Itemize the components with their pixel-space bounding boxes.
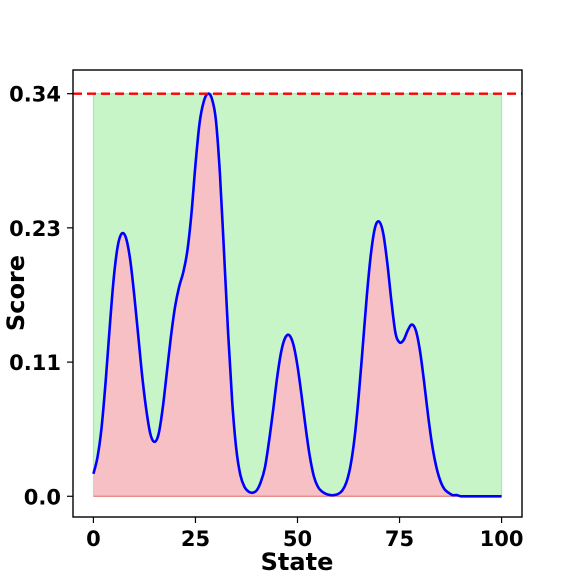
y-axis-label: Score bbox=[2, 255, 30, 331]
y-tick-label: 0.11 bbox=[9, 351, 61, 375]
x-axis: 0 25 50 75 100 bbox=[86, 517, 524, 551]
y-tick-label: 0.0 bbox=[24, 485, 61, 509]
x-axis-label: State bbox=[261, 548, 334, 576]
x-tick-label: 100 bbox=[480, 527, 524, 551]
x-tick-label: 25 bbox=[181, 527, 210, 551]
y-tick-label: 0.23 bbox=[9, 217, 61, 241]
x-tick-label: 0 bbox=[86, 527, 101, 551]
y-tick-label: 0.34 bbox=[9, 83, 61, 107]
x-tick-label: 50 bbox=[283, 527, 312, 551]
x-tick-label: 75 bbox=[385, 527, 414, 551]
area-fill bbox=[93, 93, 502, 497]
series-line bbox=[92, 92, 502, 498]
y-axis: 0.0 0.11 0.23 0.34 bbox=[9, 83, 73, 509]
